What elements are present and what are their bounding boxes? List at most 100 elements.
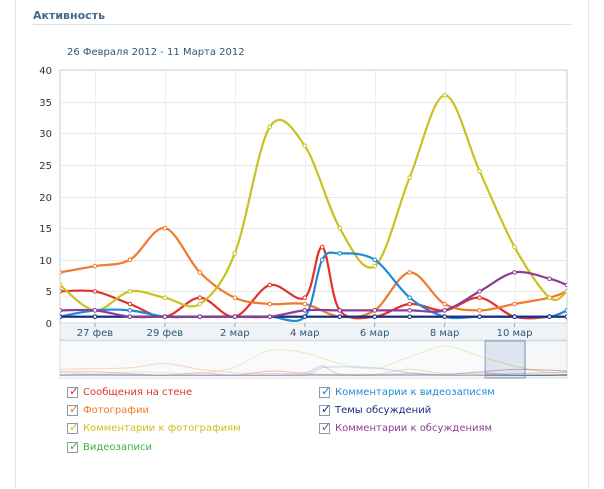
series-6-point xyxy=(372,314,377,319)
series-5-point xyxy=(337,251,343,256)
series-2-point xyxy=(127,257,133,263)
series-7-point xyxy=(197,314,203,319)
y-tick-label: 35 xyxy=(39,98,52,109)
navigator-series-3 xyxy=(59,345,568,375)
series-3-point xyxy=(127,289,133,294)
series-7-point xyxy=(162,314,168,319)
x-tick-label: 6 мар xyxy=(360,328,390,339)
y-tick-label: 0 xyxy=(46,319,52,330)
series-3-line xyxy=(60,94,567,312)
series-3-point xyxy=(302,143,308,149)
panel-right-border xyxy=(588,0,589,489)
x-tick-label: 10 мар xyxy=(497,328,533,339)
series-7-point xyxy=(547,276,552,282)
series-2-point xyxy=(407,270,412,275)
y-tick-label: 40 xyxy=(39,66,52,77)
series-7-point xyxy=(267,314,273,319)
series-5-point xyxy=(319,257,325,263)
series-2-point xyxy=(267,301,273,307)
legend-checkbox[interactable]: ✓ xyxy=(319,383,332,398)
series-3-point xyxy=(564,289,567,294)
checkmark-icon: ✓ xyxy=(69,438,80,453)
series-1-point xyxy=(477,295,482,301)
series-1-point xyxy=(267,282,273,288)
y-tick-label: 20 xyxy=(39,193,52,204)
series-6-point xyxy=(442,314,447,319)
series-6-point xyxy=(547,314,552,319)
series-7-point xyxy=(477,289,482,294)
x-tick-label: 8 мар xyxy=(430,328,460,339)
legend-item-series-6[interactable]: ✓ Темы обсуждений xyxy=(319,401,431,417)
legend-label: Сообщения на стене xyxy=(83,386,193,398)
y-tick-label: 30 xyxy=(39,129,52,140)
legend-item-series-7[interactable]: ✓ Комментарии к обсуждениям xyxy=(319,419,493,435)
navigator-series-2 xyxy=(59,363,568,376)
series-7-point xyxy=(232,314,238,319)
series-6-point xyxy=(477,314,482,319)
series-7-point xyxy=(512,270,517,275)
series-7-point xyxy=(564,282,567,288)
legend-item-series-3[interactable]: ✓ Комментарии к фотографиям xyxy=(67,420,241,435)
y-tick-label: 10 xyxy=(39,256,52,267)
x-tick-label: 27 фев xyxy=(77,328,114,339)
checkmark-icon: ✓ xyxy=(321,419,332,434)
section-divider xyxy=(33,24,571,25)
legend-label: Комментарии к обсуждениям xyxy=(335,422,493,434)
legend-checkbox[interactable]: ✓ xyxy=(319,419,332,434)
legend-label: Видеозаписи xyxy=(83,441,153,453)
legend-checkbox[interactable]: ✓ xyxy=(67,384,79,398)
y-tick-label: 15 xyxy=(39,224,52,235)
navigator-unselected-mask xyxy=(60,341,485,378)
series-2-point xyxy=(442,301,447,307)
navigator-series-5 xyxy=(59,366,568,377)
navigator-series-1 xyxy=(59,365,568,376)
series-2-point xyxy=(197,270,203,275)
panel-left-border xyxy=(15,0,16,489)
series-2-point xyxy=(232,295,238,301)
legend-checkbox[interactable]: ✓ xyxy=(319,401,332,416)
legend-item-series-4[interactable]: ✓ Видеозаписи xyxy=(67,438,153,454)
series-1-point xyxy=(302,295,308,301)
navigator-series-7 xyxy=(59,368,568,376)
checkmark-icon: ✓ xyxy=(69,401,80,416)
series-7-point xyxy=(337,308,343,313)
series-6-point xyxy=(512,314,517,319)
series-3-point xyxy=(372,263,377,269)
series-6-point xyxy=(60,314,63,319)
checkmark-icon: ✓ xyxy=(321,401,332,416)
series-1-point xyxy=(197,295,203,301)
series-5-point xyxy=(564,308,567,313)
series-1-point xyxy=(127,301,133,307)
series-6-point xyxy=(302,314,308,319)
series-2-point xyxy=(302,301,308,307)
legend-label: Комментарии к фотографиям xyxy=(83,422,241,434)
series-2-point xyxy=(512,301,517,307)
x-tick-label: 29 фев xyxy=(147,328,184,339)
legend-item-series-1[interactable]: ✓ Сообщения на стене xyxy=(67,384,193,399)
series-7-point xyxy=(302,308,308,313)
legend-checkbox[interactable]: ✓ xyxy=(67,420,79,434)
series-1-point xyxy=(407,301,412,307)
navigator-strip xyxy=(59,340,568,379)
section-title: Активность xyxy=(33,9,106,22)
series-1-point xyxy=(319,244,325,250)
series-3-point xyxy=(477,168,482,174)
series-1-point xyxy=(60,289,63,294)
series-5-point xyxy=(127,308,133,313)
x-tick-label: 2 мар xyxy=(220,328,250,339)
series-2-point xyxy=(162,225,168,231)
series-6-point xyxy=(564,314,567,319)
plot-area xyxy=(59,69,568,324)
series-5-point xyxy=(372,257,377,263)
legend-checkbox[interactable]: ✓ xyxy=(67,401,80,416)
checkmark-icon: ✓ xyxy=(321,383,332,398)
legend-label: Комментарии к видеозаписям xyxy=(335,386,495,398)
legend-checkbox[interactable]: ✓ xyxy=(67,438,80,453)
legend-item-series-5[interactable]: ✓ Комментарии к видеозаписям xyxy=(319,383,495,399)
x-axis-band xyxy=(59,322,568,341)
series-3-point xyxy=(547,295,552,301)
series-6-point xyxy=(92,314,98,319)
legend-item-series-2[interactable]: ✓ Фотографии xyxy=(67,401,149,417)
series-7-point xyxy=(407,308,412,313)
series-3-point xyxy=(442,93,447,98)
